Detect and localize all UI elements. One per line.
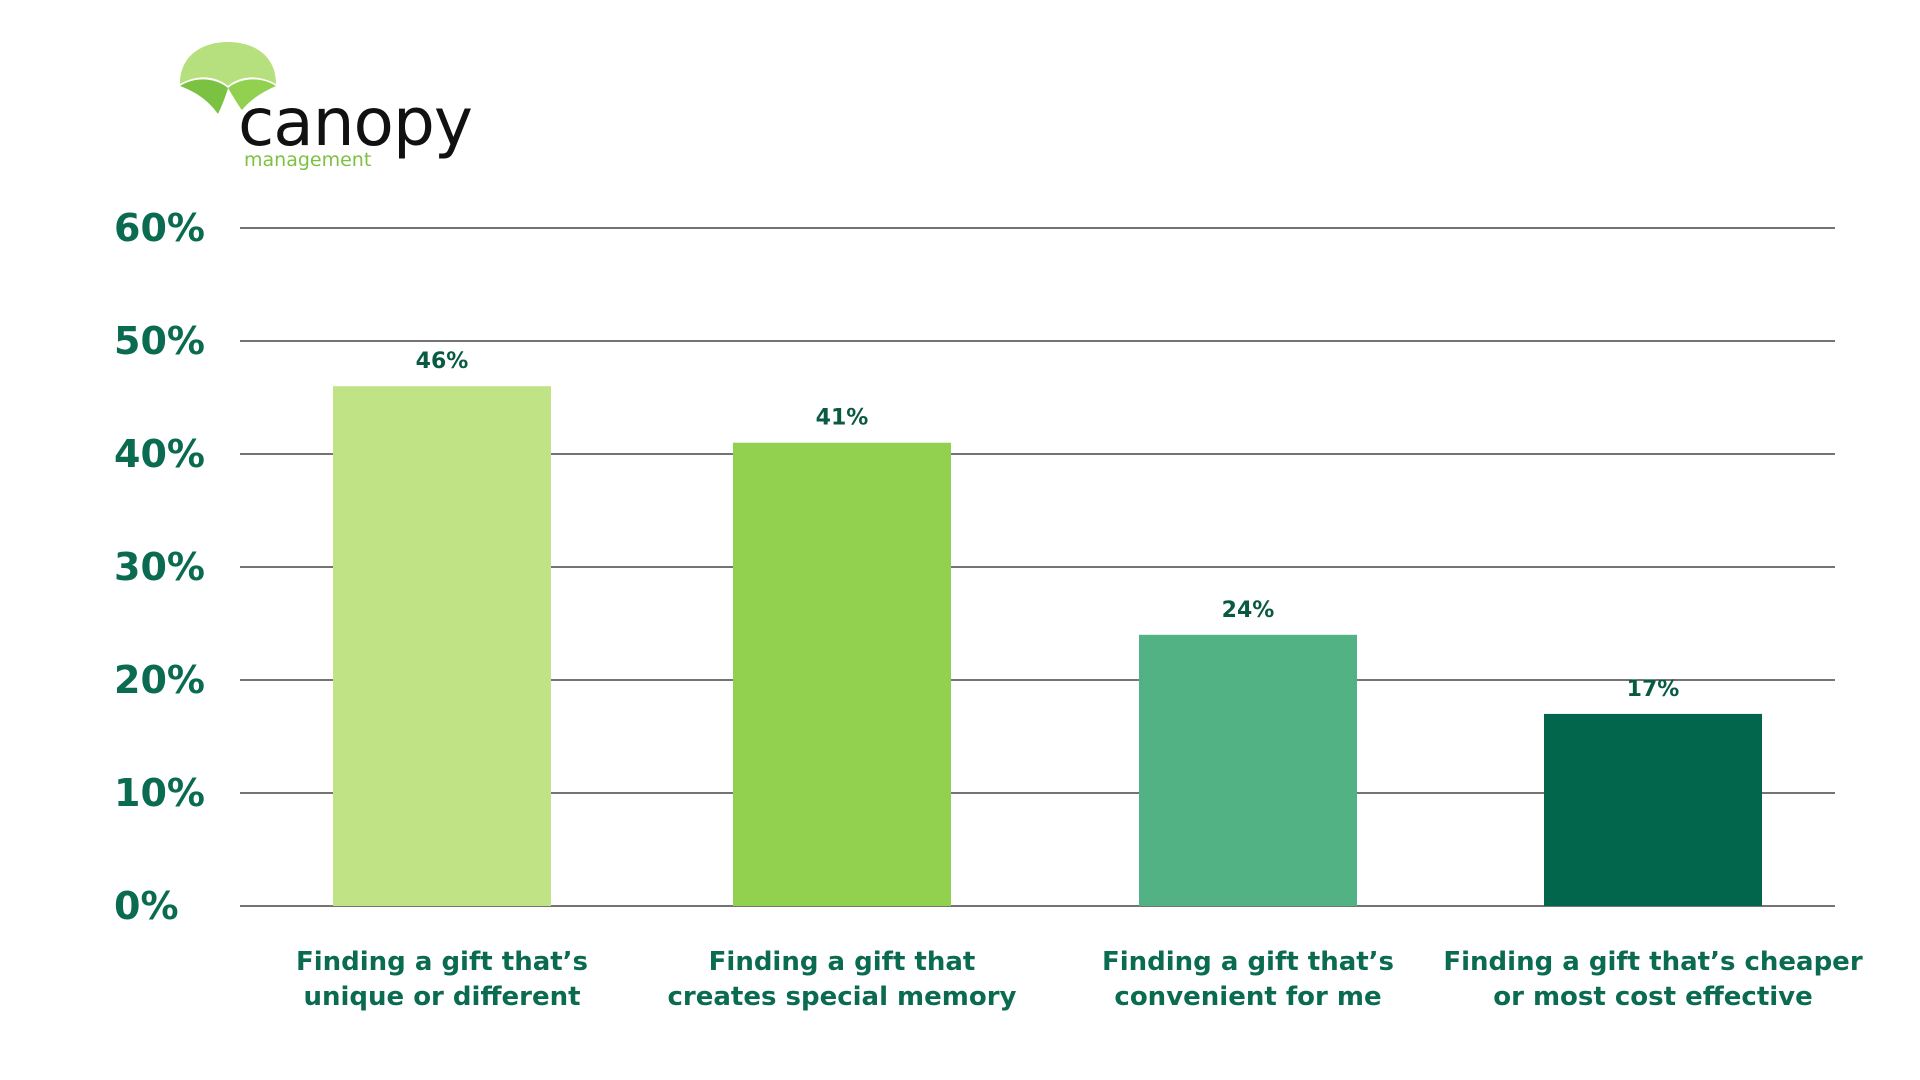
leaf-left-shape [180, 79, 228, 114]
bar [733, 442, 951, 906]
leaf-icon [180, 42, 276, 114]
y-tick-label: 60% [114, 206, 205, 250]
category-label: or most cost effective [1493, 982, 1813, 1012]
category-label: unique or different [303, 982, 580, 1012]
y-tick-label: 0% [114, 884, 179, 928]
category-labels: Finding a gift that’s unique or different… [296, 947, 1863, 1012]
y-tick-label: 20% [114, 658, 205, 702]
category-label: Finding a gift that’s cheaper [1443, 947, 1862, 977]
data-label: 46% [416, 349, 469, 374]
bar [333, 386, 551, 906]
category-label: convenient for me [1114, 982, 1381, 1012]
y-tick-label: 10% [114, 771, 205, 815]
canopy-logo: canopy management [178, 40, 518, 180]
y-tick-label: 30% [114, 545, 205, 589]
data-labels: 46% 41% 24% 17% [416, 349, 1680, 702]
category-label: creates special memory [667, 982, 1016, 1012]
leaf-light-shape [180, 42, 276, 86]
category-label: Finding a gift that’s [1102, 947, 1394, 977]
bar [1139, 634, 1357, 906]
logo-wordmark: canopy [238, 84, 473, 161]
y-tick-label: 50% [114, 319, 205, 363]
data-label: 41% [816, 406, 869, 431]
category-label: Finding a gift that’s [296, 947, 588, 977]
category-label: Finding a gift that [709, 947, 976, 977]
bar [1544, 713, 1762, 906]
data-label: 17% [1627, 677, 1680, 702]
data-label: 24% [1222, 598, 1275, 623]
bars [333, 386, 1762, 906]
logo-tagline: management [244, 149, 372, 171]
leaf-right-shape [228, 79, 276, 110]
y-axis-ticks: 0% 10% 20% 30% 40% 50% 60% [114, 206, 205, 928]
y-tick-label: 40% [114, 432, 205, 476]
